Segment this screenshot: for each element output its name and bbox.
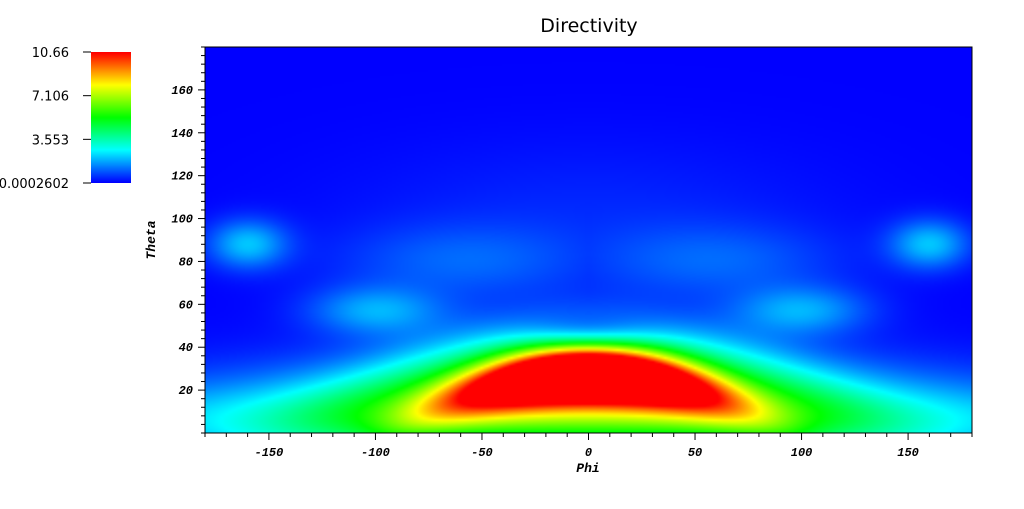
y-tick-label: 140 [171, 127, 193, 141]
colorbar-label: 0.0002602 [0, 177, 69, 192]
y-axis: 20 40 60 80 100 120 140 160 [171, 46, 205, 434]
x-tick-label: -150 [255, 446, 284, 460]
y-tick-label: 160 [171, 84, 193, 98]
colorbar-ticks: 10.66 7.106 3.553 0.0002602 [0, 46, 91, 192]
colorbar-label: 3.553 [32, 133, 69, 148]
y-tick-label: 100 [171, 213, 193, 227]
colorbar-label: 10.66 [32, 46, 69, 61]
x-tick-label: 100 [791, 446, 813, 460]
x-axis-title: Phi [576, 461, 599, 476]
y-tick-label: 40 [179, 341, 193, 355]
y-tick-label: 80 [179, 255, 193, 269]
x-tick-label: -50 [471, 446, 493, 460]
heatmap-plot-area [205, 47, 972, 433]
x-tick-label: 0 [585, 446, 592, 460]
y-tick-label: 60 [179, 298, 193, 312]
y-tick-label: 20 [179, 384, 193, 398]
y-axis-title: Theta [144, 220, 159, 259]
y-tick-label: 120 [171, 170, 193, 184]
colorbar [91, 52, 131, 183]
x-axis: -150 -100 -50 0 50 100 150 [204, 433, 973, 460]
x-tick-label: -100 [361, 446, 390, 460]
x-tick-label: 150 [897, 446, 919, 460]
colorbar-label: 7.106 [32, 90, 69, 105]
x-tick-label: 50 [688, 446, 702, 460]
chart-title: Directivity [540, 15, 637, 37]
